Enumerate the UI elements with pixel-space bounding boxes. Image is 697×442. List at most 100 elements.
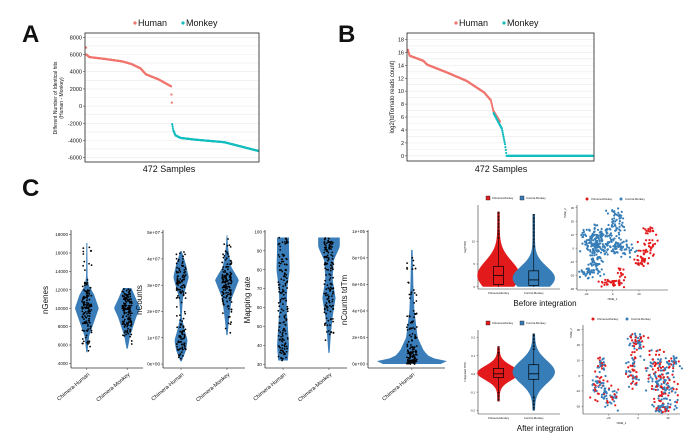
data-point — [85, 336, 87, 339]
data-point — [280, 356, 282, 359]
cell-control-monkey — [594, 242, 597, 245]
data-point — [327, 330, 330, 332]
data-point — [281, 349, 284, 352]
cell-control-monkey — [600, 268, 603, 271]
data-point — [179, 278, 182, 280]
cell-control-monkey — [613, 251, 616, 254]
x-tick-label: Chimera-Human — [151, 372, 186, 403]
data-point — [129, 314, 132, 317]
data-point — [278, 236, 281, 239]
data-point — [324, 237, 326, 240]
data-point — [83, 330, 86, 332]
cell-control-monkey — [586, 277, 590, 280]
data-point — [282, 298, 285, 300]
y-tick-label: 4 — [401, 128, 404, 134]
cell-control-monkey — [669, 403, 672, 406]
cell-control-monkey — [589, 235, 592, 238]
cell-control-monkey — [674, 391, 677, 394]
data-point — [89, 325, 92, 328]
cell-control-monkey — [609, 228, 612, 231]
cell-control-monkey — [650, 349, 653, 352]
data-point — [277, 355, 280, 358]
data-point — [284, 353, 287, 355]
cell-chimera-monkey — [618, 279, 621, 282]
data-point-human — [169, 85, 173, 88]
y-axis-label: nCounts — [135, 285, 144, 315]
data-point — [278, 315, 281, 318]
x-tick-label: Chimera-Human — [56, 372, 91, 403]
data-point — [184, 266, 187, 269]
data-point — [409, 363, 412, 365]
data-point — [184, 312, 187, 315]
data-point — [407, 282, 410, 284]
data-point-monkey — [505, 151, 508, 155]
cell-control-monkey — [651, 380, 654, 383]
data-point — [180, 357, 182, 360]
data-point — [86, 299, 88, 302]
cell-control-monkey — [617, 231, 620, 234]
data-point — [327, 297, 330, 300]
cell-control-monkey — [621, 252, 625, 255]
cell-control-monkey — [627, 246, 631, 249]
data-point — [283, 339, 286, 342]
data-point — [182, 354, 184, 357]
data-point — [128, 292, 131, 295]
data-point — [327, 319, 330, 322]
data-point — [330, 254, 333, 256]
data-point — [408, 360, 411, 363]
data-point — [277, 281, 280, 284]
data-point — [285, 319, 288, 322]
data-point — [325, 292, 328, 295]
x-tick-label: Chimera-Monkey — [488, 416, 510, 420]
cell-chimera-monkey — [675, 401, 679, 404]
y-tick-label: 10 — [398, 89, 404, 95]
cell-control-monkey — [605, 244, 609, 247]
data-point — [85, 301, 88, 304]
data-point — [406, 356, 408, 359]
y-tick-label: 0.2 — [471, 336, 475, 340]
data-point — [128, 308, 131, 311]
cell-control-monkey — [609, 236, 612, 240]
data-point — [411, 268, 414, 271]
plot-frame — [84, 32, 260, 163]
data-point — [331, 292, 334, 295]
data-point — [221, 286, 224, 289]
tsne-chart: 30 20 10 0 -10 -20 -30 -20 0 20 tSNE_1 tSNE_2 Chimer… — [563, 197, 668, 301]
cell-control-monkey — [599, 251, 603, 254]
y-tick-label: 90 — [257, 248, 263, 253]
y-ticks: 18 16 14 12 10 8 6 4 2 0 — [398, 37, 407, 160]
data-point — [324, 267, 327, 270]
cell-chimera-monkey — [647, 336, 650, 339]
cell-chimera-monkey — [603, 283, 606, 287]
data-point — [412, 361, 414, 364]
cell-chimera-monkey — [617, 388, 620, 391]
data-point-monkey — [501, 133, 505, 136]
cell-chimera-monkey — [647, 256, 651, 260]
cell-chimera-monkey — [656, 239, 659, 242]
data-point — [229, 292, 232, 295]
data-point — [127, 299, 130, 301]
data-point — [123, 335, 126, 337]
data-point — [415, 300, 418, 302]
cell-control-monkey — [600, 381, 604, 385]
data-point — [125, 330, 128, 333]
data-point — [85, 334, 88, 337]
cell-chimera-monkey — [651, 227, 654, 230]
cell-chimera-monkey — [611, 283, 615, 287]
data-point — [130, 312, 133, 315]
data-point — [128, 311, 131, 314]
cell-control-monkey — [587, 271, 591, 274]
legend-marker — [625, 317, 629, 321]
data-point — [326, 294, 329, 296]
data-point — [225, 285, 228, 288]
cell-control-monkey — [672, 365, 675, 368]
data-point — [407, 340, 410, 343]
data-point — [226, 263, 229, 266]
data-point — [179, 353, 182, 355]
cell-control-monkey — [645, 389, 648, 392]
data-point — [325, 312, 328, 315]
data-point — [282, 351, 285, 354]
cell-chimera-monkey — [660, 394, 663, 397]
data-point — [86, 281, 89, 284]
data-point — [283, 348, 286, 350]
